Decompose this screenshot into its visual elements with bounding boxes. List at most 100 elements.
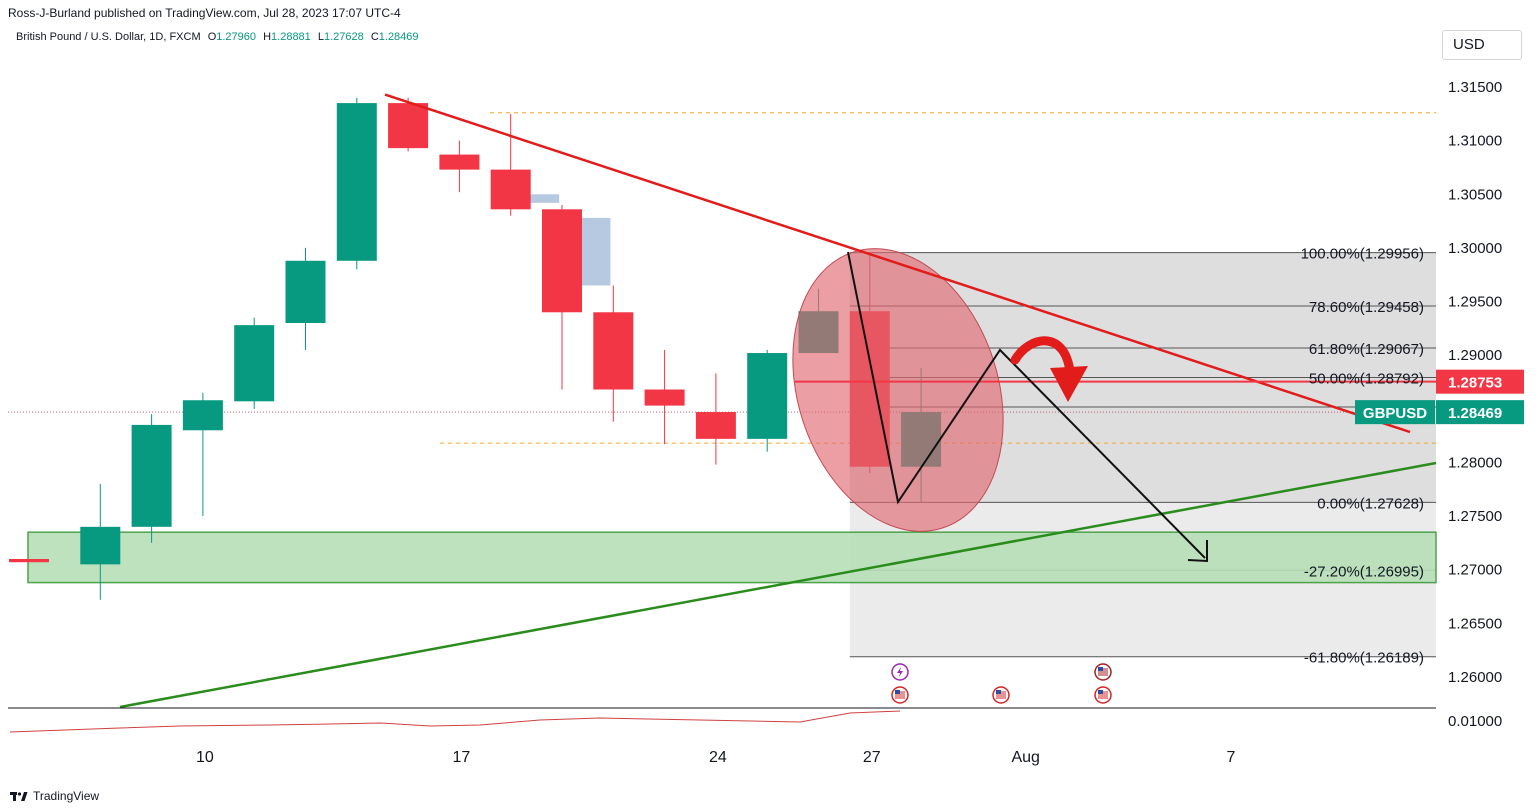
time-tick-4: Aug — [1011, 749, 1039, 766]
candle-body — [9, 559, 49, 563]
price-tick-0: 1.31500 — [1448, 79, 1502, 96]
price-axis: 1.31500 1.31000 1.30500 1.30000 1.29500 1.290… — [1355, 79, 1524, 686]
low-value: 1.27628 — [323, 31, 364, 43]
price-tick-7: 1.28000 — [1448, 454, 1502, 471]
candle-12 — [644, 349, 685, 445]
price-tick-1: 1.31000 — [1448, 133, 1502, 150]
high-value: 1.28881 — [271, 31, 311, 43]
fib-label-0: 100.00%(1.29956) — [1301, 246, 1424, 263]
candle-13 — [695, 373, 736, 465]
time-tick-0: 10 — [196, 749, 214, 766]
candle-8 — [439, 140, 480, 193]
red-trendline — [384, 93, 1411, 434]
curved-arrowhead-icon — [1050, 366, 1088, 402]
fib-label-1: 78.60%(1.29458) — [1309, 299, 1424, 316]
price-tick-5: 1.29000 — [1448, 347, 1502, 364]
curved-arrow-icon — [1010, 336, 1075, 377]
candle-0 — [9, 559, 49, 563]
publisher-line: Ross-J-Burland published on TradingView.… — [8, 6, 401, 20]
price-tick-11: 1.26000 — [1448, 669, 1502, 686]
currency-selector[interactable]: USD — [1442, 30, 1522, 60]
green-trendline — [119, 461, 1437, 709]
trendlines — [119, 93, 1437, 709]
time-axis: 10 17 24 27 Aug 7 — [196, 749, 1235, 766]
close-key: C — [370, 31, 379, 43]
event-bolt-icon — [891, 663, 909, 681]
price-tick-8: 1.27500 — [1448, 508, 1502, 525]
close-value: 1.28469 — [378, 31, 419, 43]
price-badge-0 — [1436, 369, 1524, 394]
time-tick-2: 24 — [709, 749, 727, 766]
candle-4 — [234, 317, 275, 409]
candle-body — [439, 154, 480, 170]
candle-11 — [593, 285, 634, 422]
fib-label-2: 61.80%(1.29067) — [1309, 341, 1424, 358]
candle-body — [747, 353, 788, 439]
price-tick-3: 1.30000 — [1448, 240, 1502, 257]
blue-box-large — [580, 217, 611, 286]
indicator-pane: 0.01000 — [8, 707, 1502, 733]
footer-brand: TradingView — [10, 789, 99, 803]
fib-label-7: -61.80%(1.26189) — [1304, 650, 1424, 667]
flag-canton — [1098, 690, 1103, 694]
price-badge-text-1: 1.28469 — [1448, 405, 1502, 422]
candle-body — [593, 312, 634, 390]
indicator-value-label: 0.01000 — [1448, 713, 1502, 730]
symbol-tag — [1355, 400, 1435, 425]
price-tick-2: 1.30500 — [1448, 186, 1502, 203]
event-us-flag-icon-2 — [992, 686, 1010, 704]
candle-14 — [747, 349, 788, 452]
flag-circle — [891, 686, 909, 704]
candle-body — [234, 325, 275, 402]
candle-6 — [336, 97, 377, 270]
candle-1 — [80, 483, 121, 600]
price-badge-1 — [1436, 400, 1524, 425]
candle-body — [542, 209, 582, 313]
candle-body — [336, 103, 377, 261]
time-tick-1: 17 — [453, 749, 471, 766]
projection-path — [847, 251, 1206, 559]
event-uk-flag-icon-1 — [1094, 663, 1112, 681]
flag-canton — [996, 690, 1001, 694]
fib-label-5: 0.00%(1.27628) — [1317, 495, 1424, 512]
high-key: H — [263, 31, 272, 43]
price-tick-10: 1.26500 — [1448, 615, 1502, 632]
event-us-flag-icon-1 — [891, 686, 909, 704]
projection-arrowhead — [1187, 540, 1208, 563]
fib-label-6: -27.20%(1.26995) — [1304, 563, 1424, 580]
flag-circle — [1094, 663, 1112, 681]
candle-3 — [182, 392, 223, 517]
footer-brand-text: TradingView — [33, 789, 100, 803]
symbol-legend: British Pound / U.S. Dollar, 1D, FXCM O 1… — [16, 31, 419, 43]
event-us-flag-icon-3 — [1094, 686, 1112, 704]
candle-body — [285, 260, 326, 323]
symbol-name: British Pound / U.S. Dollar, 1D, FXCM — [16, 31, 201, 43]
bolt-glyph — [897, 667, 903, 677]
symbol-tag-text: GBPUSD — [1363, 405, 1427, 422]
candle-body — [388, 103, 429, 149]
time-tick-3: 27 — [863, 749, 881, 766]
flag-circle — [1094, 686, 1112, 704]
flag-circle — [992, 686, 1010, 704]
candle-body — [131, 424, 172, 527]
candle-5 — [285, 247, 326, 350]
price-tick-4: 1.29500 — [1448, 294, 1502, 311]
fib-label-3: 50.00%(1.28792) — [1309, 370, 1424, 387]
support-zone-rect — [27, 531, 1437, 584]
low-key: L — [317, 31, 324, 43]
blue-box-small — [529, 194, 560, 203]
candle-body — [490, 169, 531, 210]
indicator-line — [9, 710, 901, 733]
event-icons — [891, 663, 1112, 704]
flag-canton — [895, 690, 900, 694]
tradingview-logo-icon — [10, 790, 28, 802]
blue-boxes — [529, 194, 611, 286]
candle-2 — [131, 414, 172, 543]
support-zone — [27, 531, 1437, 584]
candle-body — [182, 400, 223, 431]
candle-body — [644, 389, 685, 406]
candle-body — [695, 412, 736, 439]
price-tick-9: 1.27000 — [1448, 562, 1502, 579]
open-key: O — [207, 31, 217, 43]
